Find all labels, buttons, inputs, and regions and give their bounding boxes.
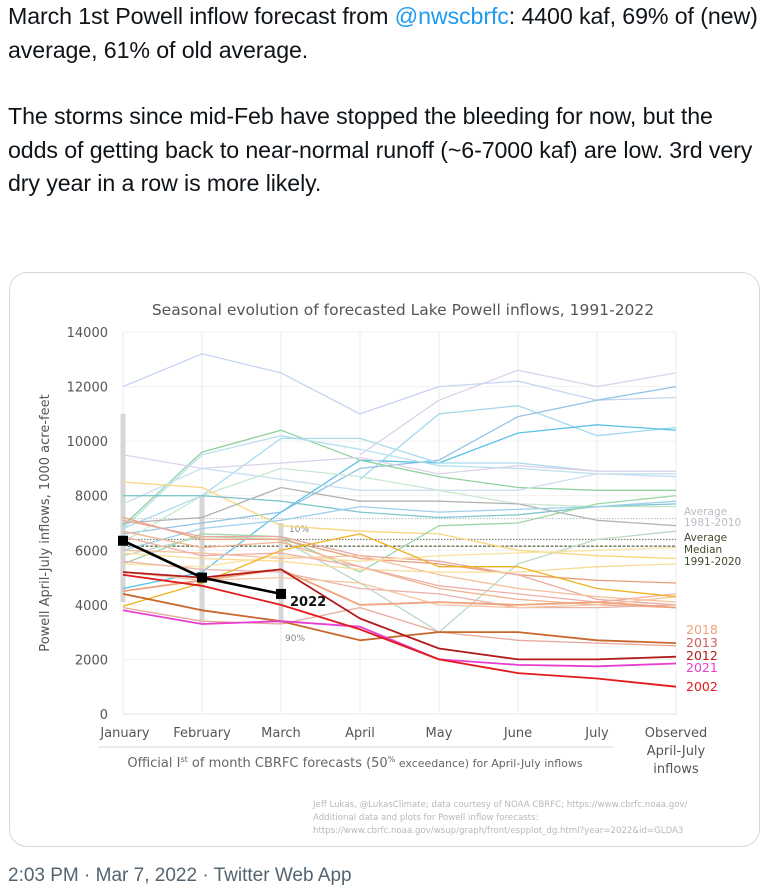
tweet-text: March 1st Powell inflow forecast from @n… — [8, 0, 768, 201]
x-axis-label-sup1: st — [180, 755, 187, 764]
legend-year-label: 2013 — [686, 635, 718, 650]
legend-ref-label: 1991-2020 — [684, 556, 741, 568]
series-line — [122, 429, 676, 527]
legend: Average1981-2010AverageMedian1991-202020… — [684, 506, 741, 694]
meta-separator: · — [202, 865, 209, 886]
series-line — [122, 535, 677, 603]
y-tick-label: 2000 — [75, 653, 108, 668]
tweet-metadata: 2:03 PM · Mar 7, 2022 · Twitter Web App — [8, 865, 352, 887]
y-tick-label: 4000 — [75, 599, 108, 614]
series-line — [122, 481, 677, 560]
y-tick-label: 14000 — [67, 326, 108, 341]
series-line — [122, 533, 677, 607]
legend-ref-label: Average — [684, 506, 727, 518]
x-tick-label: April — [345, 726, 375, 741]
tweet-text-pre: March 1st Powell inflow forecast from — [8, 3, 395, 29]
y-tick-labels: 0 2000 4000 6000 8000 10000 12000 14000 — [67, 326, 108, 723]
tweet-text-post: : 4400 kaf, 69% of (new) average, 61% of… — [8, 3, 758, 63]
meta-separator: · — [84, 865, 91, 886]
series-line-2002 — [122, 573, 677, 688]
range-high-label: 10% — [289, 525, 309, 535]
series-line — [359, 369, 677, 456]
chart-credits: Jeff Lukas, @LukasClimate; data courtesy… — [312, 800, 688, 836]
series-line — [122, 495, 677, 573]
y-tick-label: 12000 — [67, 381, 108, 396]
series-line — [122, 486, 677, 527]
mention-link[interactable]: @nwscbrfc — [394, 3, 509, 29]
series-line — [122, 516, 677, 584]
x-tick-label: Observed — [645, 726, 708, 741]
y-tick-label: 0 — [100, 708, 108, 723]
tweet-time[interactable]: 2:03 PM — [8, 865, 79, 886]
series-line — [123, 495, 677, 519]
series-line — [122, 467, 676, 543]
series-line — [122, 549, 677, 603]
forecast-range-bar — [278, 523, 284, 624]
forecast-ranges-2022: 10% 90% — [120, 413, 309, 644]
tweet-paragraph-1: March 1st Powell inflow forecast from @n… — [8, 0, 768, 67]
label-2022: 2022 — [290, 595, 326, 610]
series-line — [122, 385, 677, 535]
legend-year-label: 2012 — [686, 648, 718, 663]
chart-title: Seasonal evolution of forecasted Lake Po… — [152, 301, 654, 319]
legend-year-label: 2002 — [686, 679, 718, 694]
x-tick-label: June — [503, 726, 532, 741]
tweet-source[interactable]: Twitter Web App — [213, 865, 352, 886]
series-line — [122, 467, 677, 505]
series-line — [122, 424, 677, 590]
forecast-range-bar — [199, 495, 205, 624]
x-tick-label: January — [99, 726, 150, 741]
legend-year-label: 2021 — [686, 660, 718, 675]
legend-ref-label: Average — [684, 532, 727, 544]
current-series-2022: 2022 — [118, 535, 326, 610]
x-tick-label: May — [426, 726, 453, 741]
y-tick-label: 8000 — [75, 490, 108, 505]
y-axis-label: Powell April-July inflows, 1000 acre-fee… — [38, 394, 53, 651]
series-marker-2022 — [276, 588, 286, 599]
x-axis-label: Official Ist of month CBRFC forecasts (5… — [127, 755, 583, 771]
series-line — [122, 606, 677, 647]
y-tick-label: 6000 — [75, 544, 108, 559]
tweet-date[interactable]: Mar 7, 2022 — [95, 865, 198, 886]
series-marker-2022 — [118, 535, 128, 546]
x-axis-label-pre: Official I — [127, 756, 180, 771]
series-line — [359, 405, 677, 480]
x-tick-label: April-July — [647, 744, 706, 759]
series-line — [122, 546, 677, 568]
series-line — [122, 560, 677, 609]
legend-year-label: 2018 — [686, 622, 718, 637]
legend-ref-label: 1981-2010 — [684, 517, 741, 529]
credit-line: Jeff Lukas, @LukasClimate; data courtesy… — [312, 800, 688, 810]
series-line-2021 — [122, 609, 677, 668]
series-line-2018 — [122, 568, 677, 609]
chart: Seasonal evolution of forecasted Lake Po… — [38, 301, 741, 836]
series-line — [122, 552, 677, 573]
series-line-2012 — [122, 568, 677, 661]
x-axis-label-mid: of month CBRFC forecasts (50 — [188, 756, 388, 771]
series-line — [122, 435, 676, 529]
series-line-2013 — [122, 593, 677, 644]
chart-image-card[interactable]: Seasonal evolution of forecasted Lake Po… — [9, 272, 760, 847]
forecast-range-bar — [120, 413, 126, 603]
highlighted-series — [122, 568, 677, 688]
x-tick-label: February — [173, 726, 231, 741]
x-axis-label-post: exceedance) for April-July inflows — [395, 757, 583, 770]
x-axis-label-sup2: % — [388, 755, 396, 764]
legend-ref-label: Median — [684, 544, 722, 556]
series-line — [122, 353, 677, 415]
credit-line: https://www.cbrfc.noaa.gov/wsup/graph/fr… — [313, 826, 683, 836]
x-tick-label: July — [584, 726, 609, 741]
x-tick-label: March — [261, 726, 301, 741]
range-low-label: 90% — [285, 634, 305, 644]
y-tick-label: 10000 — [67, 435, 108, 450]
series-line — [122, 530, 677, 609]
series-line — [122, 454, 676, 475]
x-tick-labels: January February March April May June July Obse… — [99, 726, 707, 777]
series-line — [122, 500, 677, 551]
credit-line: Additional data and plots for Powell inf… — [313, 813, 538, 823]
series-marker-2022 — [197, 572, 207, 583]
x-tick-label: inflows — [653, 762, 699, 777]
tweet-paragraph-2: The storms since mid-Feb have stopped th… — [8, 103, 753, 196]
